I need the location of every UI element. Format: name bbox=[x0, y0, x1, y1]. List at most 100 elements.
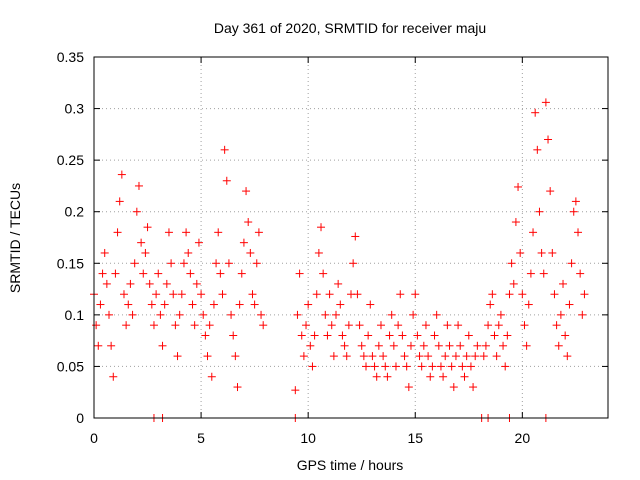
data-point bbox=[394, 321, 403, 330]
data-point bbox=[349, 259, 358, 268]
data-point bbox=[357, 341, 366, 350]
data-point bbox=[580, 290, 589, 299]
data-point bbox=[404, 383, 413, 392]
data-point bbox=[229, 331, 238, 340]
data-point bbox=[406, 341, 415, 350]
data-point bbox=[559, 279, 568, 288]
data-point bbox=[464, 331, 473, 340]
data-point bbox=[92, 321, 101, 330]
data-point bbox=[514, 182, 523, 191]
x-tick-label: 20 bbox=[515, 430, 531, 446]
data-point bbox=[338, 331, 347, 340]
data-point bbox=[254, 228, 263, 237]
data-point bbox=[524, 300, 533, 309]
data-point bbox=[387, 310, 396, 319]
data-point bbox=[175, 310, 184, 319]
data-point bbox=[441, 352, 450, 361]
x-axis-label: GPS time / hours bbox=[297, 457, 404, 473]
data-point bbox=[539, 269, 548, 278]
data-point bbox=[383, 372, 392, 381]
data-point bbox=[471, 352, 480, 361]
data-point bbox=[137, 238, 146, 247]
data-point bbox=[522, 341, 531, 350]
data-point bbox=[379, 352, 388, 361]
data-point bbox=[499, 341, 508, 350]
data-point bbox=[169, 290, 178, 299]
data-point bbox=[415, 352, 424, 361]
data-point bbox=[299, 352, 308, 361]
data-point bbox=[231, 352, 240, 361]
data-point bbox=[304, 300, 313, 309]
data-point bbox=[321, 310, 330, 319]
data-point bbox=[98, 269, 107, 278]
data-point bbox=[436, 362, 445, 371]
data-point bbox=[366, 300, 375, 309]
data-point bbox=[235, 300, 244, 309]
data-point bbox=[486, 300, 495, 309]
data-point bbox=[466, 362, 475, 371]
data-point bbox=[381, 362, 390, 371]
data-point bbox=[94, 341, 103, 350]
data-point bbox=[449, 383, 458, 392]
x-tick-label: 10 bbox=[300, 430, 316, 446]
data-point bbox=[479, 352, 488, 361]
data-point bbox=[194, 238, 203, 247]
data-point bbox=[531, 108, 540, 117]
data-point bbox=[199, 310, 208, 319]
data-point bbox=[456, 341, 465, 350]
data-point bbox=[520, 321, 529, 330]
data-point bbox=[535, 207, 544, 216]
data-point bbox=[445, 341, 454, 350]
y-tick-label: 0.1 bbox=[65, 307, 85, 323]
data-point bbox=[325, 290, 334, 299]
data-point bbox=[312, 290, 321, 299]
data-point bbox=[413, 331, 422, 340]
data-point bbox=[100, 248, 109, 257]
data-point bbox=[402, 362, 411, 371]
data-point bbox=[537, 248, 546, 257]
data-point bbox=[359, 352, 368, 361]
data-point bbox=[391, 362, 400, 371]
data-point bbox=[353, 290, 362, 299]
data-point bbox=[490, 331, 499, 340]
data-point bbox=[469, 383, 478, 392]
data-point bbox=[334, 279, 343, 288]
data-point bbox=[376, 321, 385, 330]
data-point bbox=[368, 352, 377, 361]
data-point bbox=[297, 331, 306, 340]
data-point bbox=[565, 300, 574, 309]
data-point bbox=[227, 310, 236, 319]
data-point bbox=[186, 269, 195, 278]
data-point bbox=[578, 310, 587, 319]
data-points bbox=[90, 98, 589, 422]
data-point bbox=[569, 207, 578, 216]
data-point bbox=[344, 321, 353, 330]
data-point bbox=[544, 135, 553, 144]
chart-title: Day 361 of 2020, SRMTID for receiver maj… bbox=[214, 20, 486, 36]
data-point bbox=[481, 341, 490, 350]
data-point bbox=[143, 223, 152, 232]
data-point bbox=[201, 331, 210, 340]
data-point bbox=[548, 248, 557, 257]
data-point bbox=[533, 145, 542, 154]
data-point bbox=[111, 269, 120, 278]
data-point bbox=[147, 300, 156, 309]
data-point bbox=[152, 290, 161, 299]
data-point bbox=[462, 352, 471, 361]
data-point bbox=[398, 331, 407, 340]
x-tick-label: 0 bbox=[90, 430, 98, 446]
data-point bbox=[342, 352, 351, 361]
data-point bbox=[567, 259, 576, 268]
data-point bbox=[458, 362, 467, 371]
data-point bbox=[421, 321, 430, 330]
data-point bbox=[400, 352, 409, 361]
data-point bbox=[203, 352, 212, 361]
data-point bbox=[571, 197, 580, 206]
data-point bbox=[447, 362, 456, 371]
data-point bbox=[212, 259, 221, 268]
data-point bbox=[372, 372, 381, 381]
data-point bbox=[218, 290, 227, 299]
data-point bbox=[509, 279, 518, 288]
plot-area bbox=[94, 57, 608, 418]
